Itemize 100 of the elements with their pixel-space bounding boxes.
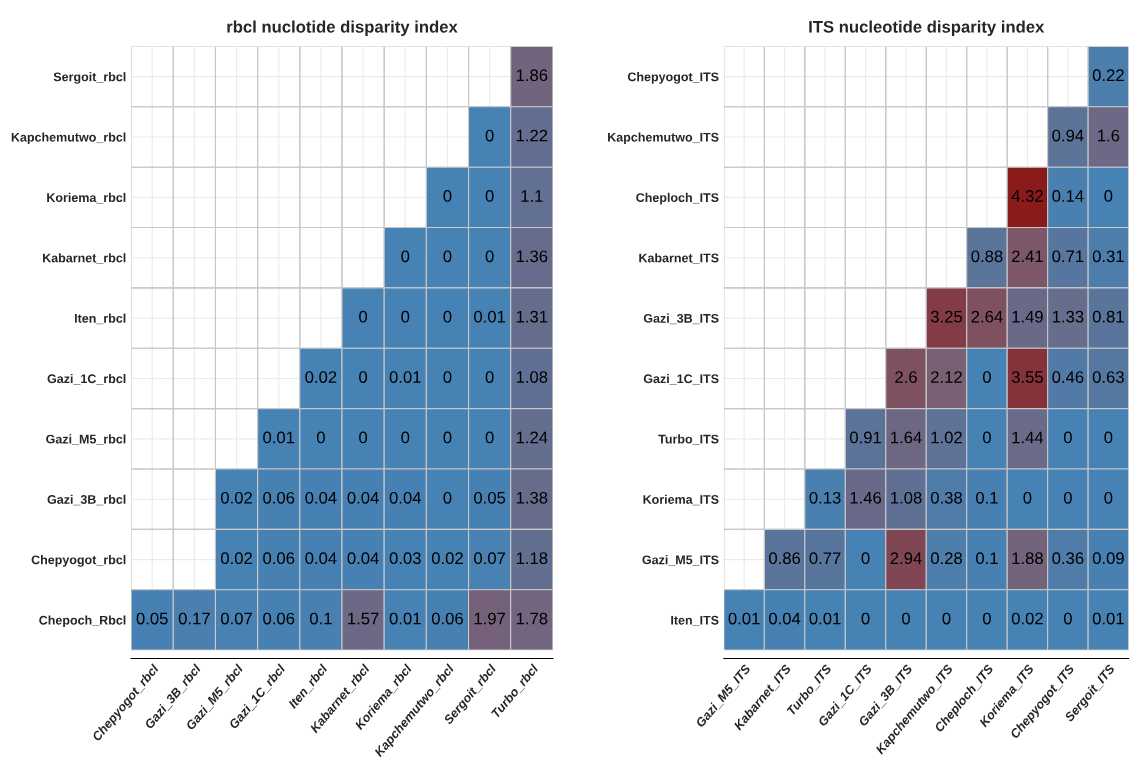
data-label: 0.04 (347, 491, 379, 504)
data-label: 0 (1104, 431, 1113, 444)
data-label: 3.25 (930, 310, 963, 323)
data-label: 0 (359, 310, 368, 323)
data-label: 0.01 (1092, 612, 1124, 625)
data-label: 0.04 (769, 612, 801, 625)
data-label: 0.02 (431, 552, 463, 565)
data-label: 0.71 (1052, 250, 1084, 263)
data-label: 0 (1063, 612, 1072, 625)
data-label: 1.22 (516, 129, 548, 142)
data-label: 0.46 (1052, 371, 1084, 383)
data-label: 0.07 (474, 552, 506, 565)
data-label: 0.04 (389, 491, 421, 504)
data-label: 4.32 (1011, 190, 1043, 202)
data-label: 0.88 (971, 250, 1003, 263)
data-label: 3.55 (1011, 371, 1043, 383)
data-label: 0.01 (263, 431, 295, 444)
data-label: 0.01 (809, 612, 841, 625)
data-label: 0 (982, 431, 991, 444)
data-label: 1.31 (516, 310, 548, 323)
data-label: 0 (443, 371, 452, 383)
data-label: 0.06 (431, 612, 463, 625)
data-label: 1.36 (516, 250, 548, 263)
data-label: 2.12 (931, 371, 962, 383)
data-label: 1.33 (1052, 310, 1084, 323)
data-label: 0.06 (263, 612, 295, 625)
y-tick-label: Kabarnet_ITS (639, 253, 719, 264)
data-label: 0.1 (976, 552, 998, 565)
data-label: 0.1 (309, 612, 332, 625)
data-label: 0.01 (389, 612, 421, 625)
y-tick-label: Gazi_M5_rbcl (46, 434, 126, 445)
data-label: 0 (443, 190, 452, 202)
data-label: 0.38 (930, 491, 962, 504)
data-label: 0 (359, 431, 368, 444)
data-label: 0 (861, 612, 870, 625)
y-tick-label: Gazi_1C_rbcl (47, 373, 126, 385)
y-tick-label: Gazi_1C_ITS (643, 373, 719, 385)
data-label: 0.05 (474, 491, 506, 504)
y-tick-label: Koriema_ITS (643, 494, 719, 506)
data-label: 1.57 (348, 612, 379, 625)
data-label: 0.13 (809, 491, 841, 504)
data-label: 0.01 (728, 612, 760, 625)
data-label: 0.01 (474, 310, 506, 323)
data-label: 0.63 (1092, 371, 1124, 383)
data-label: 1.86 (516, 69, 548, 82)
data-label: 0 (485, 250, 494, 263)
data-label: 0.28 (930, 552, 962, 565)
data-label: 0.1 (976, 491, 998, 504)
data-label: 1.46 (850, 491, 882, 504)
data-label: 0 (485, 129, 494, 142)
data-label: 0 (443, 491, 452, 504)
data-label: 0 (942, 612, 951, 625)
data-label: 0.94 (1052, 129, 1084, 142)
data-label: 0 (902, 612, 910, 625)
data-label: 0 (1063, 431, 1072, 444)
data-label: 0 (861, 552, 870, 565)
data-label: 0 (1023, 491, 1032, 504)
data-label: 0 (401, 250, 410, 263)
data-label: 0 (443, 431, 452, 444)
data-label: 1.08 (516, 371, 548, 383)
y-tick-label: Gazi_3B_ITS (643, 313, 719, 325)
data-label: 1.38 (516, 491, 548, 504)
data-label: 0.05 (136, 612, 168, 625)
data-label: 0.04 (305, 491, 337, 504)
data-label: 0 (401, 310, 410, 323)
data-label: 0.86 (769, 552, 801, 565)
data-label: 0.03 (389, 552, 421, 565)
y-tick-label: Kabarnet_rbcl (43, 253, 126, 264)
data-label: 1.02 (931, 431, 962, 444)
data-label: 1.64 (891, 431, 922, 444)
data-label: 2.94 (890, 552, 922, 565)
data-label: 0 (1104, 190, 1113, 202)
data-label: 1.97 (474, 612, 506, 625)
data-label: 0.17 (178, 612, 210, 625)
y-tick-label: Turbo_ITS (658, 434, 719, 445)
data-label: 1.78 (516, 612, 548, 625)
y-tick-label: Iten_rbcl (74, 313, 126, 325)
y-tick-label: Gazi_M5_ITS (642, 555, 719, 566)
data-label: 0 (401, 431, 410, 444)
data-label: 0.81 (1092, 310, 1124, 323)
data-label: 0 (359, 371, 368, 383)
data-label: 2.6 (895, 371, 917, 383)
data-label: 1.49 (1012, 310, 1043, 323)
data-label: 0.31 (1092, 250, 1124, 263)
data-label: 2.64 (971, 310, 1003, 323)
data-label: 0.02 (220, 491, 252, 504)
data-label: 0.77 (809, 552, 841, 565)
data-label: 1.24 (516, 431, 548, 444)
data-label: 0.02 (1011, 612, 1043, 625)
data-label: 1.6 (1098, 129, 1120, 142)
data-label: 1.08 (891, 491, 922, 504)
data-label: 0.06 (263, 491, 295, 504)
y-tick-label: Kapchemutwo_ITS (608, 132, 719, 145)
data-label: 0 (485, 431, 494, 444)
data-label: 0 (316, 431, 325, 444)
data-label: 0 (443, 250, 452, 263)
y-tick-label: Kapchemutwo_rbcl (11, 132, 126, 145)
data-label: 1.88 (1012, 552, 1043, 565)
data-label: 0.02 (305, 371, 337, 383)
chart-title: ITS nucleotide disparity index (809, 20, 1045, 37)
